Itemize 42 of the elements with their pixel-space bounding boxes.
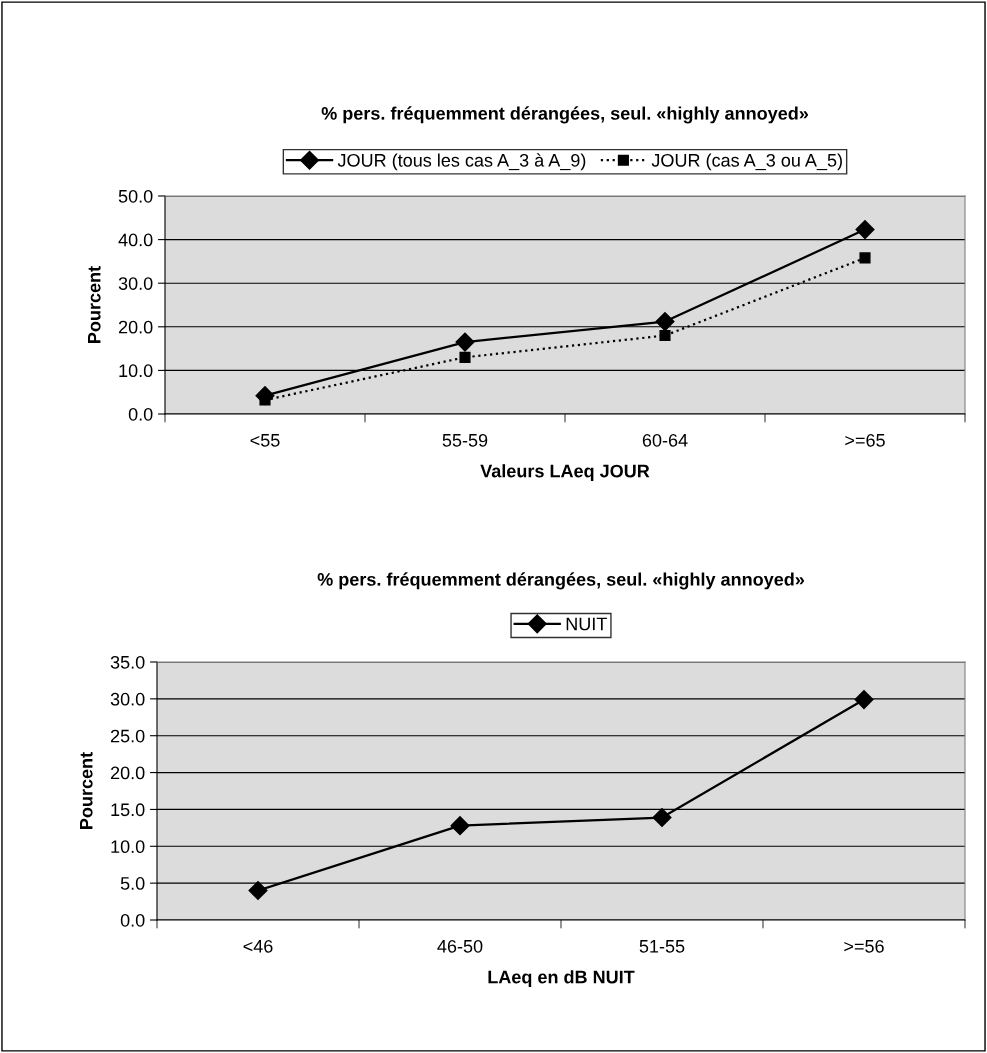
y-tick-label: 10.0	[119, 364, 153, 378]
y-tick-label: 30.0	[118, 277, 153, 290]
point	[655, 312, 675, 332]
x-tick-label: 60-64	[642, 433, 688, 447]
legend-label: JOUR (tous les cas A_3 à A_9)	[337, 153, 586, 171]
y-tick-label: 35.0	[110, 655, 145, 669]
point	[855, 220, 875, 240]
y-tick-label: 25.0	[110, 729, 145, 743]
point	[455, 332, 475, 352]
point	[459, 351, 471, 363]
point	[659, 329, 671, 342]
point	[854, 690, 874, 710]
y-tick-label: 20.0	[118, 320, 153, 334]
y-tick-label: 0.0	[120, 913, 145, 927]
x-tick-label: >=56	[844, 939, 884, 953]
x-tick-label: <46	[243, 939, 273, 953]
y-tick-label: 30.0	[110, 692, 145, 706]
x-tick-label: >=65	[845, 433, 885, 447]
y-tick-label: 15.0	[111, 803, 145, 817]
x-tick-label: 55-59	[442, 433, 488, 447]
point	[859, 252, 871, 264]
x-axis-title: LAeq en dB NUIT	[488, 970, 635, 987]
chart-title: % pers. fréquemment dérangées, seul. «highly annoyed»	[321, 106, 809, 124]
x-axis-title: Valeurs LAeq JOUR	[480, 464, 650, 481]
chart-title: % pers. fréquemment dérangées, seul. «highly annoyed»	[317, 572, 805, 590]
x-tick-label: <55	[250, 434, 280, 447]
y-tick-label: 50.0	[118, 189, 153, 203]
point	[652, 808, 672, 828]
legend-label: NUIT	[566, 617, 607, 631]
y-axis-title: Pourcent	[88, 266, 101, 343]
point	[255, 386, 275, 406]
y-tick-label: 0.0	[128, 407, 153, 421]
y-axis-title: Pourcent	[80, 752, 93, 829]
x-tick-label: 46-50	[437, 939, 483, 953]
y-tick-label: 20.0	[110, 766, 145, 780]
y-tick-label: 5.0	[120, 877, 145, 890]
y-tick-label: 10.0	[111, 840, 145, 854]
y-tick-label: 40.0	[118, 233, 153, 247]
legend-label: JOUR (cas A_3 ou A_5)	[651, 153, 842, 171]
point	[248, 880, 268, 901]
x-tick-label: 51-55	[639, 940, 685, 953]
point	[450, 816, 470, 836]
